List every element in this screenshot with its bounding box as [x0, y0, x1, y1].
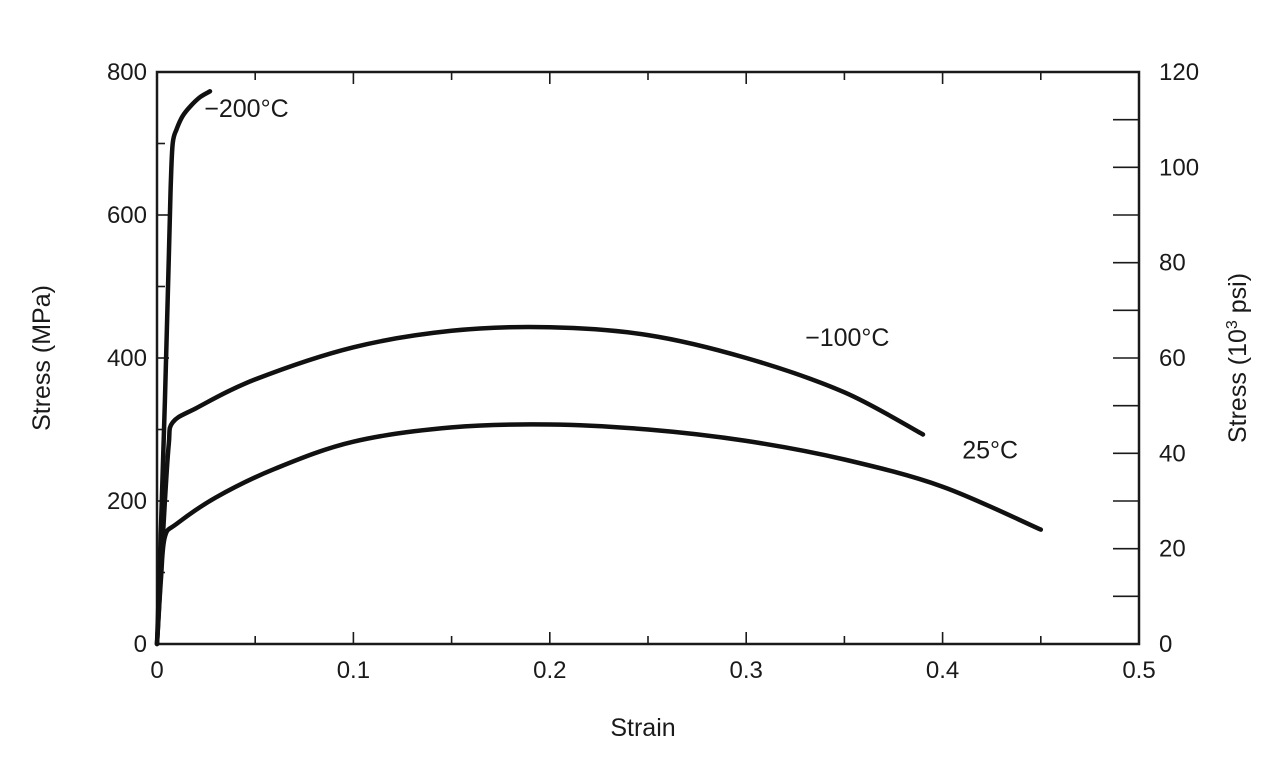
- tick-labels: 0 0.1 0.2 0.3 0.4 0.5020040060080002040608010…: [107, 59, 1199, 684]
- y-axis-right-label-prefix: Stress (10: [1224, 329, 1252, 443]
- y-right-tick-label: 40: [1159, 440, 1186, 467]
- y-left-tick-label: 600: [107, 202, 147, 229]
- y-left-tick-label: 400: [107, 345, 147, 372]
- x-tick-label: 0: [150, 657, 163, 684]
- x-tick-label: 0.1: [337, 657, 370, 684]
- y-right-tick-label: 20: [1159, 536, 1186, 563]
- y-axis-right-label: Stress (103 psi): [1224, 273, 1252, 443]
- x-tick-label: 0.4: [926, 657, 959, 684]
- y-axis-right-label-suffix: psi): [1224, 273, 1252, 320]
- x-tick-label: 0.3: [730, 657, 763, 684]
- y-left-tick-label: 800: [107, 59, 147, 86]
- y-right-tick-label: 80: [1159, 250, 1186, 277]
- curve-labels: −200°C −100°C 25°C: [204, 95, 1018, 465]
- plot-frame: [155, 70, 1141, 646]
- x-tick-label: 0.5: [1122, 657, 1155, 684]
- y-right-tick-label: 60: [1159, 345, 1186, 372]
- y-axis-right-label-superscript: 3: [1224, 320, 1241, 329]
- series-label: 25°C: [962, 437, 1018, 465]
- series-line: [154, 89, 213, 647]
- y-right-tick-label: 100: [1159, 154, 1199, 181]
- series-line: [154, 422, 1044, 647]
- x-axis-label: Strain: [610, 714, 675, 742]
- series-line: [154, 324, 926, 647]
- y-right-tick-label: 0: [1159, 631, 1172, 658]
- series-label: −100°C: [805, 324, 889, 352]
- x-tick-label: 0.2: [533, 657, 566, 684]
- series-label: −200°C: [204, 95, 288, 123]
- y-right-tick-label: 120: [1159, 59, 1199, 86]
- tick-marks: [156, 71, 1140, 645]
- y-left-tick-label: 200: [107, 488, 147, 515]
- data-curves: [154, 89, 1044, 647]
- y-left-tick-label: 0: [134, 631, 147, 658]
- y-axis-left-label: Stress (MPa): [28, 285, 56, 431]
